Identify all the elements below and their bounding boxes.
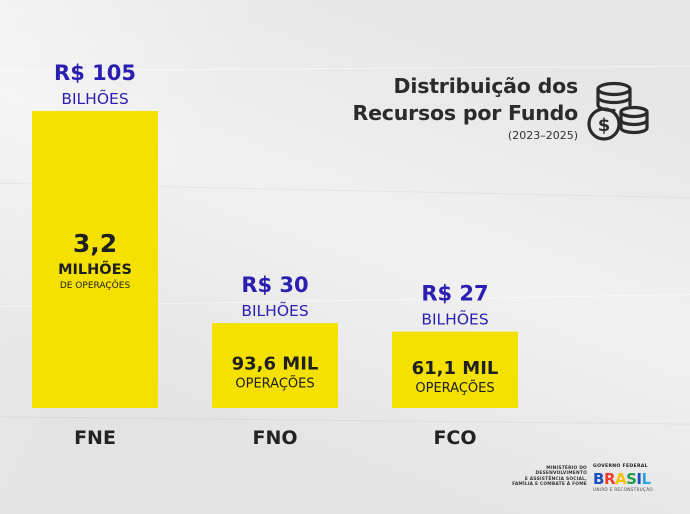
brasil-wordmark: B R A S I L <box>593 471 663 487</box>
operations-count: 61,1 MIL <box>412 358 499 379</box>
brasil-letter: I <box>636 470 642 488</box>
chart-title: Distribuição dos Recursos por Fundo (202… <box>352 73 578 143</box>
brasil-letter: R <box>603 470 616 488</box>
chart-title-line-1: Distribuição dos <box>393 74 579 98</box>
coins-dollar-icon: $ <box>587 81 649 141</box>
bar-fne <box>32 111 158 408</box>
operations-count: 3,2 <box>73 229 117 258</box>
ministry-line: MINISTÉRIO DO <box>546 466 587 471</box>
brasil-letter: S <box>626 470 637 488</box>
operations-caption: DE OPERAÇÕES <box>60 279 131 291</box>
operations-caption: OPERAÇÕES <box>415 380 494 396</box>
ministry-name: MINISTÉRIO DO DESENVOLVIMENTO E ASSISTÊN… <box>487 466 587 487</box>
bar-fno <box>212 323 338 408</box>
bar-value-label: R$ 27 <box>421 282 488 306</box>
government-logo: GOVERNO FEDERAL B R A S I L UNIÃO E RECO… <box>593 464 663 493</box>
footer-logos: MINISTÉRIO DO DESENVOLVIMENTO E ASSISTÊN… <box>505 464 665 496</box>
ministry-line: FAMÍLIA E COMBATE À FOME <box>512 481 587 487</box>
bar-unit-label: BILHÕES <box>61 89 128 108</box>
government-slogan: UNIÃO E RECONSTRUÇÃO <box>593 487 653 492</box>
operations-count: 93,6 MIL <box>232 354 319 375</box>
brasil-letter: B <box>593 470 604 488</box>
ministry-line: E ASSISTÊNCIA SOCIAL, <box>524 476 587 482</box>
svg-text:$: $ <box>598 115 611 136</box>
bar-value-label: R$ 30 <box>241 273 308 297</box>
operations-unit: MILHÕES <box>58 260 132 278</box>
operations-caption: OPERAÇÕES <box>235 376 314 392</box>
chart-title-line-2: Recursos por Fundo <box>352 101 578 125</box>
brasil-letter: A <box>615 470 627 488</box>
chart-period: (2023–2025) <box>507 129 578 142</box>
category-label: FCO <box>433 427 476 449</box>
ministry-line: DESENVOLVIMENTO <box>535 471 587 477</box>
bar-value-label: R$ 105 <box>54 61 136 85</box>
brasil-letter: L <box>641 470 652 488</box>
category-label: FNE <box>74 427 116 449</box>
bar-unit-label: BILHÕES <box>241 301 308 320</box>
category-label: FNO <box>252 427 297 449</box>
government-label: GOVERNO FEDERAL <box>593 464 648 469</box>
bar-unit-label: BILHÕES <box>421 310 488 329</box>
bar-fco <box>392 331 518 408</box>
